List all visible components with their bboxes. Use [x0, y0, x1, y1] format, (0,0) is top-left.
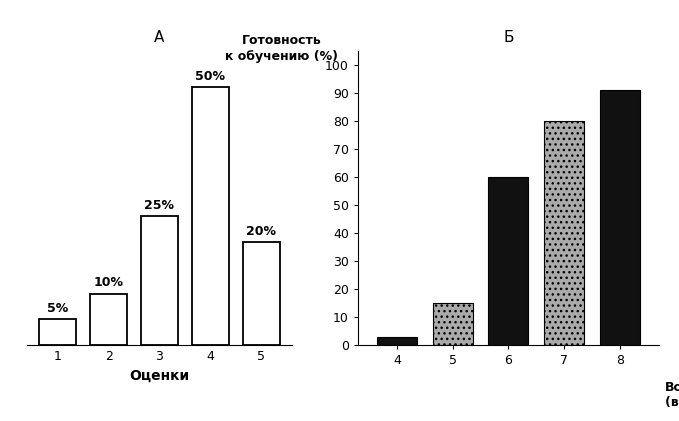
Text: 5%: 5%: [47, 302, 69, 315]
Text: 20%: 20%: [246, 225, 276, 238]
Bar: [488, 177, 528, 345]
X-axis label: Оценки: Оценки: [130, 369, 189, 383]
Text: 50%: 50%: [196, 69, 225, 83]
Text: Возраст
(в годах): Возраст (в годах): [665, 381, 679, 409]
Bar: [433, 303, 473, 345]
Bar: [90, 293, 127, 345]
Bar: [377, 337, 417, 345]
Text: 25%: 25%: [145, 199, 175, 212]
Bar: [192, 87, 229, 345]
Bar: [544, 121, 584, 345]
Text: Готовность
к обучению (%): Готовность к обучению (%): [225, 34, 338, 63]
Bar: [243, 242, 280, 345]
Bar: [600, 90, 640, 345]
Title: А: А: [154, 30, 164, 45]
Title: Б: Б: [503, 30, 513, 45]
Bar: [141, 216, 178, 345]
Bar: [39, 320, 76, 345]
Text: 10%: 10%: [94, 276, 124, 289]
